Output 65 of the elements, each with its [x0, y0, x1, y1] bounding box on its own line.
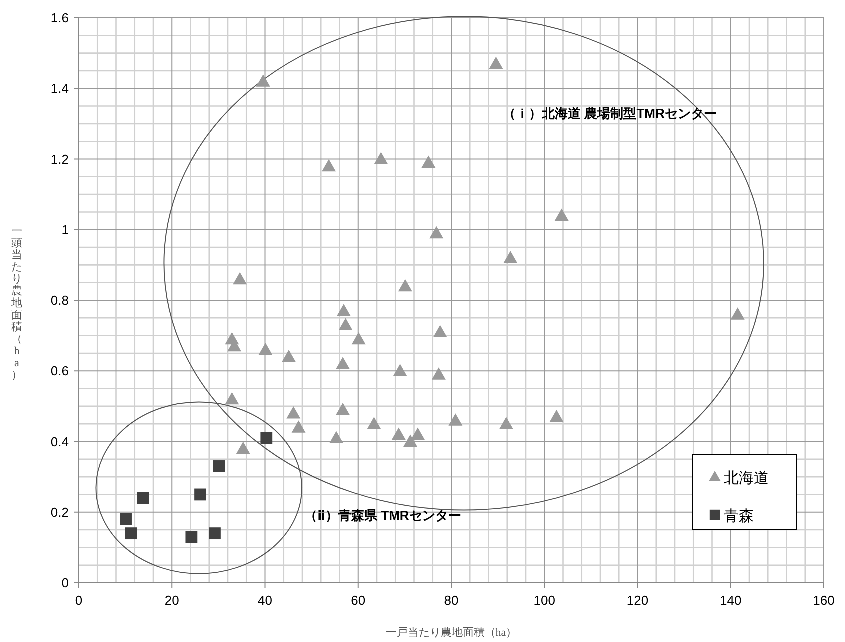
point [430, 226, 444, 239]
y-tick-label: 1.6 [50, 10, 69, 26]
point [374, 152, 388, 164]
annotation: （ⅱ）青森県 TMRセンター [304, 508, 462, 523]
x-tick-label: 140 [720, 593, 742, 608]
y-tick-label: 1.4 [50, 81, 69, 96]
point [236, 442, 250, 454]
point [489, 56, 504, 70]
point [286, 406, 301, 419]
point [225, 392, 240, 405]
point [292, 420, 306, 433]
legend-label: 青森 [724, 508, 754, 525]
point [432, 368, 446, 380]
x-tick-label: 80 [444, 593, 459, 608]
point [730, 308, 745, 320]
point [550, 410, 564, 422]
y-tick-label: 0.2 [50, 504, 69, 520]
x-tick-label: 40 [258, 593, 272, 608]
point [336, 402, 350, 416]
point [282, 350, 296, 362]
point [125, 528, 138, 540]
y-tick-label: 0.6 [50, 364, 69, 379]
point [233, 272, 248, 285]
point [336, 304, 351, 316]
x-tick-label: 160 [813, 593, 835, 608]
point [433, 325, 448, 338]
point [554, 208, 569, 221]
x-axis-title: 一戸当たり農地面積（ha） [386, 626, 518, 639]
point [258, 342, 273, 356]
point [186, 531, 198, 544]
point [367, 417, 382, 430]
point [504, 251, 518, 264]
point [448, 414, 463, 426]
point [137, 492, 150, 504]
point [338, 318, 353, 330]
x-tick-label: 120 [626, 593, 649, 608]
point [120, 513, 132, 526]
y-tick-label: 1 [62, 222, 69, 238]
point [410, 428, 425, 440]
point [392, 428, 406, 440]
y-tick-label: 0.8 [50, 293, 69, 308]
point [213, 460, 226, 472]
point [209, 528, 221, 540]
point [499, 417, 514, 430]
point [422, 156, 436, 168]
point [194, 488, 206, 501]
point [322, 159, 336, 172]
y-tick-label: 1.2 [50, 152, 69, 167]
point [260, 432, 273, 444]
point [352, 332, 366, 345]
text: 一頭当たり農地面積（ha） [12, 226, 22, 382]
y-tick-label: 0 [62, 576, 69, 590]
x-tick-label: 100 [534, 593, 556, 608]
point [336, 357, 350, 370]
point [404, 434, 418, 447]
x-tick-label: 0 [75, 593, 83, 608]
y-tick-label: 0.4 [50, 434, 69, 450]
point [398, 279, 412, 292]
point [329, 431, 344, 444]
point [393, 364, 408, 376]
x-tick-label: 20 [164, 593, 180, 608]
x-tick-label: 60 [351, 593, 366, 608]
annotation: （ｉ）北海道 農場制型TMRセンター [503, 106, 717, 121]
legend-label: 北海道 [724, 470, 769, 487]
point [256, 74, 270, 87]
